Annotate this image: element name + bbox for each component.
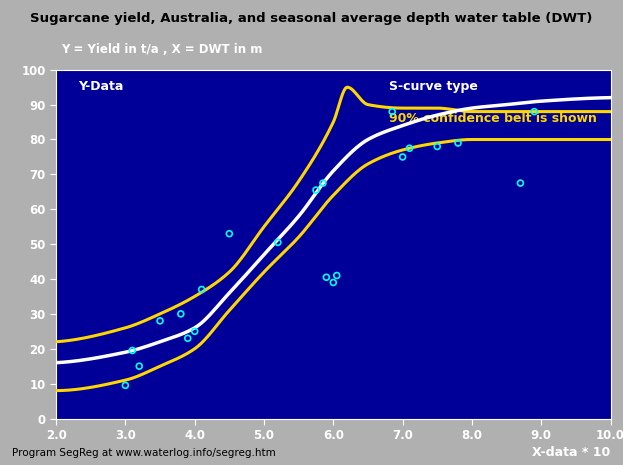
Point	[397, 153, 407, 161]
Text: 90% confidence belt is shown: 90% confidence belt is shown	[389, 112, 597, 125]
Text: Y-Data: Y-Data	[78, 80, 123, 93]
Point	[197, 286, 207, 293]
Point	[155, 317, 165, 325]
Point	[321, 273, 331, 281]
Text: Program SegReg at www.waterlog.info/segreg.htm: Program SegReg at www.waterlog.info/segr…	[12, 448, 276, 458]
Point	[328, 279, 338, 286]
Point	[388, 108, 397, 115]
Point	[273, 239, 283, 246]
Point	[120, 382, 130, 389]
Point	[432, 143, 442, 150]
Point	[224, 230, 234, 237]
Point	[318, 179, 328, 187]
Point	[311, 186, 321, 194]
Text: Sugarcane yield, Australia, and seasonal average depth water table (DWT): Sugarcane yield, Australia, and seasonal…	[31, 12, 592, 25]
Text: X-data * 10: X-data * 10	[532, 446, 611, 459]
Point	[189, 327, 199, 335]
Point	[183, 335, 193, 342]
Point	[515, 179, 525, 187]
Point	[127, 347, 137, 354]
Point	[332, 272, 342, 279]
Point	[135, 363, 145, 370]
Point	[404, 145, 414, 152]
Point	[530, 108, 540, 115]
Text: Y = Yield in t/a , X = DWT in m: Y = Yield in t/a , X = DWT in m	[62, 43, 263, 56]
Text: S-curve type: S-curve type	[389, 80, 478, 93]
Point	[176, 310, 186, 318]
Point	[453, 140, 463, 147]
